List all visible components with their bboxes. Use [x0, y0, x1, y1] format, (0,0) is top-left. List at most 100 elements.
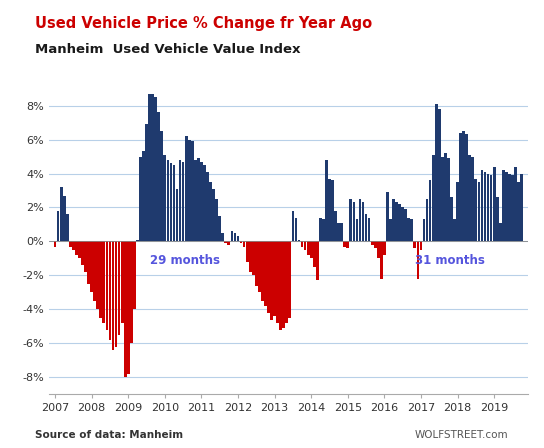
Bar — [490, 175, 492, 241]
Bar — [212, 189, 215, 241]
Bar — [87, 241, 90, 284]
Bar — [429, 181, 431, 241]
Bar — [237, 237, 239, 241]
Bar — [484, 172, 486, 241]
Bar — [166, 160, 169, 241]
Bar — [206, 172, 209, 241]
Text: Source of data: Manheim: Source of data: Manheim — [35, 430, 183, 440]
Bar — [240, 241, 243, 243]
Bar — [493, 167, 496, 241]
Bar — [362, 202, 364, 241]
Bar — [148, 94, 151, 241]
Bar — [112, 241, 114, 350]
Bar — [255, 241, 258, 285]
Bar — [133, 241, 135, 310]
Bar — [288, 241, 291, 318]
Bar — [261, 241, 264, 301]
Bar — [136, 240, 139, 241]
Bar — [249, 241, 251, 272]
Text: Used Vehicle Price % Change fr Year Ago: Used Vehicle Price % Change fr Year Ago — [35, 16, 373, 30]
Bar — [392, 199, 395, 241]
Bar — [185, 136, 188, 241]
Bar — [231, 231, 233, 241]
Bar — [377, 241, 380, 258]
Bar — [319, 218, 322, 241]
Bar — [386, 192, 389, 241]
Bar — [395, 202, 398, 241]
Bar — [474, 179, 477, 241]
Bar — [313, 241, 316, 267]
Bar — [364, 214, 367, 241]
Bar — [456, 182, 459, 241]
Bar — [499, 223, 502, 241]
Bar — [172, 165, 175, 241]
Bar — [465, 134, 468, 241]
Bar — [142, 151, 145, 241]
Bar — [243, 241, 245, 246]
Bar — [197, 158, 200, 241]
Bar — [328, 179, 331, 241]
Text: 31 months: 31 months — [415, 254, 485, 267]
Bar — [191, 141, 194, 241]
Bar — [127, 241, 129, 374]
Bar — [124, 241, 127, 377]
Bar — [438, 109, 441, 241]
Bar — [203, 165, 206, 241]
Bar — [145, 124, 148, 241]
Bar — [520, 173, 523, 241]
Bar — [307, 241, 310, 255]
Text: 29 months: 29 months — [150, 254, 220, 267]
Bar — [419, 241, 422, 250]
Bar — [81, 241, 84, 265]
Bar — [337, 223, 340, 241]
Bar — [279, 241, 282, 330]
Bar — [401, 207, 404, 241]
Bar — [94, 241, 96, 301]
Bar — [227, 241, 230, 245]
Bar — [517, 182, 520, 241]
Bar — [60, 187, 63, 241]
Bar — [334, 211, 337, 241]
Bar — [121, 241, 123, 323]
Bar — [170, 164, 172, 241]
Bar — [447, 158, 450, 241]
Bar — [322, 220, 325, 241]
Bar — [63, 196, 66, 241]
Bar — [264, 241, 267, 306]
Bar — [316, 241, 319, 280]
Bar — [432, 155, 435, 241]
Bar — [441, 156, 444, 241]
Bar — [358, 199, 361, 241]
Bar — [233, 233, 236, 241]
Bar — [349, 199, 352, 241]
Text: WOLFSTREET.com: WOLFSTREET.com — [415, 430, 509, 440]
Bar — [84, 241, 87, 272]
Bar — [304, 241, 306, 250]
Bar — [341, 223, 343, 241]
Bar — [417, 241, 419, 279]
Bar — [292, 211, 294, 241]
Bar — [453, 220, 456, 241]
Bar — [468, 155, 471, 241]
Bar — [109, 241, 112, 340]
Bar — [178, 160, 182, 241]
Bar — [102, 241, 105, 323]
Bar — [423, 220, 425, 241]
Bar — [218, 216, 221, 241]
Bar — [163, 155, 166, 241]
Bar — [270, 241, 273, 319]
Bar — [54, 241, 57, 246]
Bar — [368, 218, 370, 241]
Bar — [176, 189, 178, 241]
Bar — [100, 241, 102, 318]
Bar — [209, 182, 212, 241]
Bar — [389, 220, 392, 241]
Bar — [380, 241, 382, 279]
Bar — [57, 211, 59, 241]
Bar — [502, 170, 505, 241]
Bar — [444, 153, 447, 241]
Bar — [413, 241, 416, 248]
Bar — [96, 241, 99, 310]
Bar — [374, 241, 376, 248]
Bar — [450, 197, 453, 241]
